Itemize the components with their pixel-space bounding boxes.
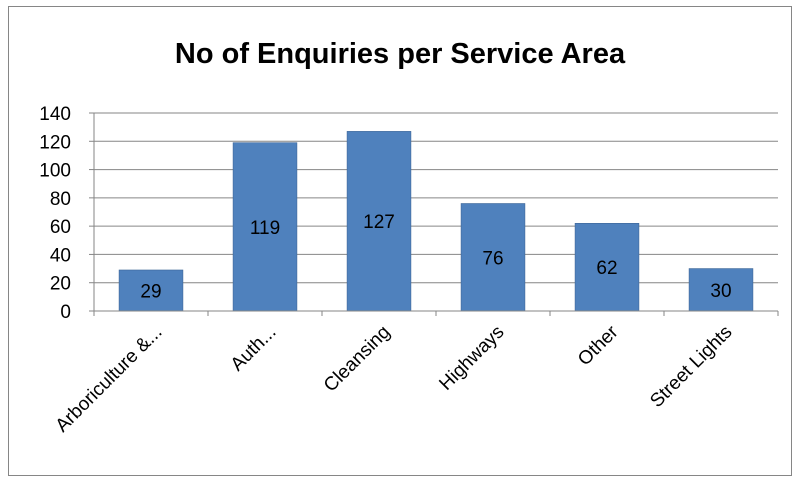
bars xyxy=(118,131,754,312)
x-tick-label: Highways xyxy=(435,322,508,395)
y-tick-label: 80 xyxy=(50,189,71,210)
bar xyxy=(346,131,412,312)
y-tick-label: 0 xyxy=(60,302,71,323)
bar xyxy=(118,269,184,312)
bar xyxy=(574,223,640,312)
y-tick-label: 60 xyxy=(50,217,71,238)
y-tick-label: 100 xyxy=(39,161,71,182)
axes xyxy=(89,112,779,316)
bar xyxy=(460,203,526,312)
x-tick-label: Street Lights xyxy=(646,322,736,412)
y-tick-label: 120 xyxy=(39,132,71,153)
x-tick-label: Arboriculture &... xyxy=(52,322,167,437)
y-tick-label: 140 xyxy=(39,104,71,125)
data-labels: 29 119 127 76 62 30 xyxy=(140,212,731,302)
data-label: 29 xyxy=(140,281,161,302)
x-tick-labels: Arboriculture &... Auth... Cleansing Highwa… xyxy=(52,321,737,436)
chart-title: No of Enquiries per Service Area xyxy=(174,38,626,70)
y-tick-label: 40 xyxy=(50,245,71,266)
data-label: 30 xyxy=(710,281,731,302)
data-label: 62 xyxy=(596,258,617,279)
data-label: 76 xyxy=(482,248,503,269)
x-tick-label: Auth... xyxy=(227,322,281,376)
data-label: 127 xyxy=(363,212,395,233)
data-label: 119 xyxy=(250,218,280,239)
y-tick-label: 20 xyxy=(50,274,71,295)
gridlines xyxy=(94,112,778,284)
y-tick-labels: 0 20 40 60 80 100 120 140 xyxy=(39,104,71,323)
x-tick-label: Other xyxy=(574,321,623,370)
bar xyxy=(688,268,754,312)
x-tick-label: Cleansing xyxy=(320,322,395,397)
